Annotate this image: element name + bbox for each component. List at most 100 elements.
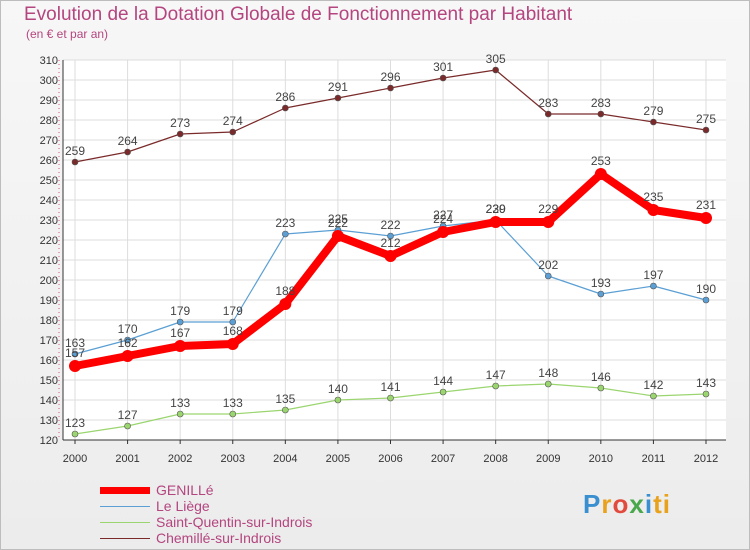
data-point [702,296,710,304]
data-label: 179 [170,304,190,318]
data-point [282,230,289,238]
data-label: 231 [696,198,716,212]
legend-label-genille: GENILLé [156,482,214,498]
x-tick-label: 2006 [378,453,402,465]
x-tick-label: 2008 [483,453,507,465]
data-label: 305 [486,52,506,66]
data-label: 190 [696,282,716,296]
y-tick-label: 170 [40,335,58,347]
data-point [437,226,450,238]
data-label: 230 [486,202,506,216]
data-label: 222 [328,216,348,230]
data-point [229,410,237,418]
data-label: 259 [65,144,85,158]
data-label: 157 [65,346,85,360]
y-tick-label: 200 [40,275,58,287]
data-point [334,94,342,102]
data-label: 224 [433,212,453,226]
data-label: 264 [118,134,138,148]
axis-layer: 120 130 140 150 160 170 180 190 200 210 220 230 240 2… [40,55,726,465]
data-point [176,318,184,326]
data-point [121,350,134,362]
data-point [439,388,447,396]
legend-swatch-chemille [100,538,150,539]
data-point [489,216,502,228]
y-tick-label: 250 [40,175,58,187]
chart-title: Evolution de la Dotation Globale de Fonc… [24,4,573,25]
data-point [650,392,657,400]
data-point [597,110,605,118]
legend-label-chemille: Chemillé-sur-Indrois [156,530,282,546]
data-label: 170 [118,322,138,336]
data-label: 147 [486,368,506,382]
data-label: 135 [275,392,295,406]
legend-swatch-saint-quentin [100,522,150,523]
y-tick-label: 270 [40,135,58,147]
data-label: 141 [380,380,400,394]
data-label: 197 [643,268,663,282]
data-point [387,394,394,402]
data-point [71,350,79,358]
x-tick-label: 2000 [63,453,87,465]
data-label: 144 [433,374,453,388]
data-label: 283 [591,96,611,110]
data-point [492,382,499,390]
data-label: 274 [223,114,243,128]
data-point [176,410,184,418]
data-label: 140 [328,382,348,396]
data-point [69,360,81,372]
data-point [226,338,239,350]
x-tick-label: 2012 [694,453,718,465]
data-point [174,340,187,352]
proxiti-logo: Proxiti [583,489,671,519]
data-point [542,216,555,228]
data-point [702,390,710,398]
data-point [282,406,289,414]
data-label: 193 [591,276,611,290]
legend-swatch-genille [100,487,150,494]
data-label: 229 [486,202,506,216]
y-tick-label: 120 [40,435,58,447]
data-point [176,130,184,138]
data-label: 286 [275,90,295,104]
data-point [229,318,237,326]
x-tick-label: 2011 [642,453,666,465]
chart-subtitle: (en € et par an) [26,27,109,41]
data-label: 223 [275,216,295,230]
y-tick-label: 150 [40,375,58,387]
data-point [282,104,289,112]
data-point [439,74,447,82]
x-tick-label: 2003 [221,453,245,465]
data-label: 142 [643,378,663,392]
y-tick-label: 300 [40,75,58,87]
data-label: 279 [643,104,663,118]
x-tick-label: 2009 [536,453,560,465]
data-label: 143 [696,376,716,390]
data-point [71,430,79,438]
x-tick-label: 2002 [168,453,192,465]
data-label: 291 [328,80,348,94]
data-label: 127 [118,408,138,422]
data-label: 188 [275,284,295,298]
data-point [387,84,394,92]
data-point [124,148,131,156]
data-point [124,422,131,430]
data-point [544,380,552,388]
y-tick-label: 130 [40,415,58,427]
y-tick-label: 290 [40,95,58,107]
data-point [124,336,131,344]
series-layer [69,66,712,438]
y-tick-label: 220 [40,235,58,247]
data-point [544,110,552,118]
data-point [334,396,342,404]
data-label: 133 [223,396,243,410]
x-tick-label: 2010 [589,453,613,465]
legend-swatch-le-liege [100,506,150,507]
data-label: 212 [380,236,400,250]
x-tick-label: 2005 [326,453,350,465]
data-label: 227 [433,208,453,222]
data-label: 133 [170,396,190,410]
data-point [702,126,710,134]
data-label: 273 [170,116,190,130]
data-label: 253 [591,154,611,168]
